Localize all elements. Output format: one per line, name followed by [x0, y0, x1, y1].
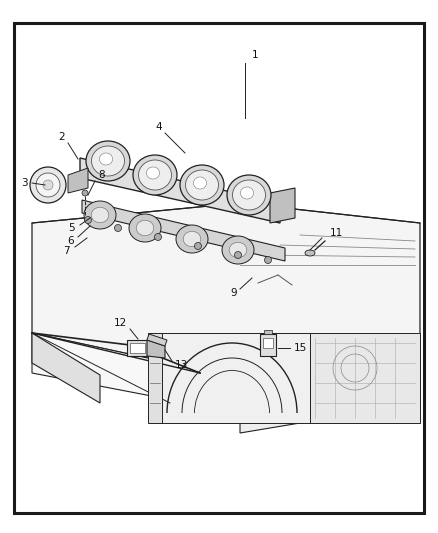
Text: 6: 6: [67, 236, 74, 246]
Polygon shape: [263, 338, 273, 348]
Ellipse shape: [180, 165, 224, 205]
Ellipse shape: [99, 153, 113, 165]
Polygon shape: [147, 340, 165, 358]
Circle shape: [194, 243, 201, 249]
Ellipse shape: [305, 250, 315, 256]
Ellipse shape: [138, 160, 172, 190]
Ellipse shape: [86, 141, 130, 181]
Text: 9: 9: [230, 288, 237, 298]
Text: 11: 11: [330, 228, 343, 238]
Text: 1: 1: [252, 50, 258, 60]
Ellipse shape: [227, 175, 271, 215]
Text: 7: 7: [64, 246, 70, 256]
Ellipse shape: [133, 155, 177, 195]
Ellipse shape: [129, 214, 161, 242]
Ellipse shape: [84, 201, 116, 229]
Ellipse shape: [222, 236, 254, 264]
Circle shape: [43, 180, 53, 190]
Polygon shape: [310, 333, 420, 423]
Ellipse shape: [229, 243, 247, 257]
Circle shape: [82, 190, 88, 196]
Circle shape: [36, 173, 60, 197]
Polygon shape: [260, 334, 276, 356]
Ellipse shape: [91, 207, 109, 223]
Circle shape: [85, 216, 92, 223]
Text: 2: 2: [58, 132, 65, 142]
Polygon shape: [155, 333, 310, 423]
Text: 13: 13: [175, 360, 188, 370]
Circle shape: [114, 224, 121, 231]
Polygon shape: [270, 188, 295, 223]
Text: 15: 15: [294, 343, 307, 353]
Polygon shape: [127, 340, 147, 356]
Ellipse shape: [233, 180, 265, 210]
Polygon shape: [32, 203, 420, 378]
Ellipse shape: [186, 170, 219, 200]
Circle shape: [30, 167, 66, 203]
Ellipse shape: [183, 231, 201, 247]
Text: 4: 4: [155, 122, 162, 132]
Polygon shape: [240, 348, 420, 433]
Text: 8: 8: [98, 170, 105, 180]
Polygon shape: [80, 158, 280, 223]
Polygon shape: [68, 168, 88, 193]
Ellipse shape: [176, 225, 208, 253]
Ellipse shape: [92, 146, 124, 176]
Polygon shape: [147, 334, 167, 346]
Circle shape: [265, 256, 272, 263]
Ellipse shape: [194, 177, 207, 189]
Polygon shape: [32, 333, 100, 403]
Polygon shape: [264, 330, 272, 334]
Polygon shape: [130, 343, 145, 353]
Polygon shape: [32, 333, 240, 413]
Ellipse shape: [136, 220, 154, 236]
Polygon shape: [148, 333, 162, 423]
Text: 3: 3: [21, 178, 28, 188]
Circle shape: [234, 252, 241, 259]
Text: 5: 5: [68, 223, 75, 233]
Text: 12: 12: [114, 318, 127, 328]
Polygon shape: [82, 200, 285, 261]
Ellipse shape: [146, 167, 159, 179]
Ellipse shape: [240, 187, 254, 199]
Circle shape: [155, 233, 162, 240]
